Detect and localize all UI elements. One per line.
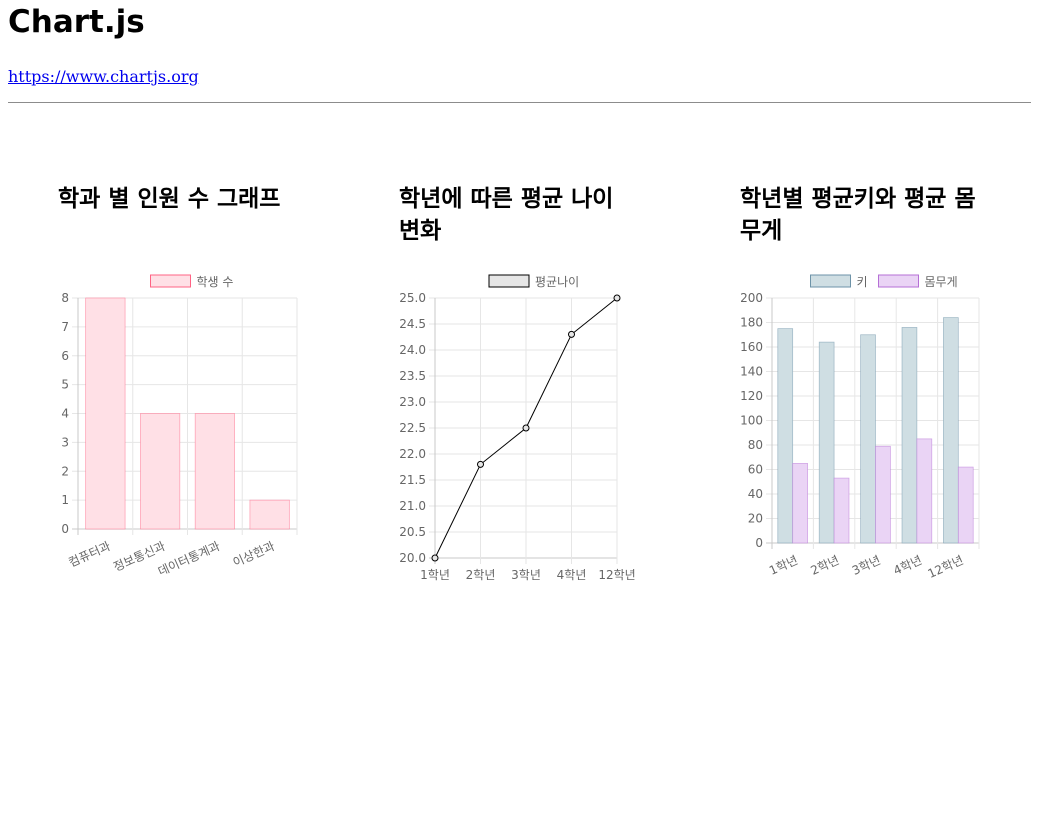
y-tick-label: 20.5 xyxy=(399,525,426,539)
x-tick-label: 1학년 xyxy=(767,553,800,578)
legend-swatch xyxy=(810,274,851,288)
y-tick-label: 22.5 xyxy=(399,421,426,435)
y-tick-label: 21.5 xyxy=(399,473,426,487)
y-tick-label: 0 xyxy=(755,536,763,550)
bar xyxy=(833,477,850,544)
y-tick-label: 2 xyxy=(61,464,69,478)
y-tick-label: 24.0 xyxy=(399,343,426,357)
x-tick-label: 4학년 xyxy=(891,553,924,578)
site-link[interactable]: https://www.chartjs.org xyxy=(8,67,199,86)
page-title: Chart.js xyxy=(8,4,145,40)
chart-title-age: 학년에 따른 평균 나이 변화 xyxy=(399,186,614,244)
y-tick-label: 23.0 xyxy=(399,395,426,409)
chart-title-department: 학과 별 인원 수 그래프 xyxy=(58,186,281,212)
x-tick-label: 4학년 xyxy=(557,568,587,582)
y-tick-label: 8 xyxy=(61,291,69,305)
bar xyxy=(916,438,933,544)
y-tick-label: 1 xyxy=(61,493,69,507)
bar xyxy=(792,463,808,544)
x-tick-label: 2학년 xyxy=(466,568,496,582)
y-tick-label: 21.0 xyxy=(399,499,426,513)
y-tick-label: 120 xyxy=(740,389,763,403)
legend-swatch xyxy=(150,274,191,288)
x-tick-label: 3학년 xyxy=(511,568,541,582)
bar xyxy=(957,466,974,544)
bar xyxy=(194,413,235,530)
bar xyxy=(140,413,181,530)
legend-label: 평균나이 xyxy=(535,275,579,289)
legend-swatch xyxy=(488,274,530,288)
y-tick-label: 5 xyxy=(61,378,69,392)
y-tick-label: 22.0 xyxy=(399,447,426,461)
bar xyxy=(875,445,891,544)
legend-label: 키 xyxy=(857,275,868,289)
bar xyxy=(85,297,126,530)
x-tick-label: 1학년 xyxy=(420,568,450,582)
x-tick-label: 2학년 xyxy=(808,553,841,578)
data-point xyxy=(613,294,621,302)
y-tick-label: 180 xyxy=(740,316,763,330)
bar xyxy=(860,334,876,544)
bar xyxy=(901,327,918,544)
divider xyxy=(8,102,1031,103)
data-point xyxy=(477,460,484,468)
y-tick-label: 0 xyxy=(61,522,69,536)
y-tick-label: 140 xyxy=(740,365,763,379)
data-point xyxy=(431,554,439,562)
y-tick-label: 24.5 xyxy=(399,317,426,331)
y-tick-label: 25.0 xyxy=(399,291,426,305)
x-tick-label: 12학년 xyxy=(598,568,635,582)
data-point xyxy=(568,330,575,338)
y-tick-label: 200 xyxy=(740,291,763,305)
y-tick-label: 4 xyxy=(61,407,69,421)
data-point xyxy=(522,424,530,432)
y-tick-label: 60 xyxy=(748,463,763,477)
bar xyxy=(818,341,835,544)
legend-label: 몸무게 xyxy=(925,275,958,289)
y-tick-label: 40 xyxy=(748,487,763,501)
y-tick-label: 100 xyxy=(740,414,763,428)
chart-title-height-weight: 학년별 평균키와 평균 몸무게 xyxy=(740,186,976,244)
x-tick-label: 12학년 xyxy=(926,553,966,581)
y-tick-label: 7 xyxy=(61,320,69,334)
y-tick-label: 20.0 xyxy=(399,551,426,565)
y-tick-label: 3 xyxy=(61,435,69,449)
x-tick-label: 3학년 xyxy=(850,553,883,578)
y-tick-label: 23.5 xyxy=(399,369,426,383)
y-tick-label: 160 xyxy=(740,340,763,354)
legend-label: 학생 수 xyxy=(197,275,234,289)
bar xyxy=(249,499,290,530)
y-tick-label: 6 xyxy=(61,349,69,363)
bar xyxy=(777,328,794,544)
y-tick-label: 20 xyxy=(748,512,763,526)
y-tick-label: 80 xyxy=(748,438,763,452)
bar xyxy=(943,317,959,544)
legend-swatch xyxy=(878,274,919,288)
